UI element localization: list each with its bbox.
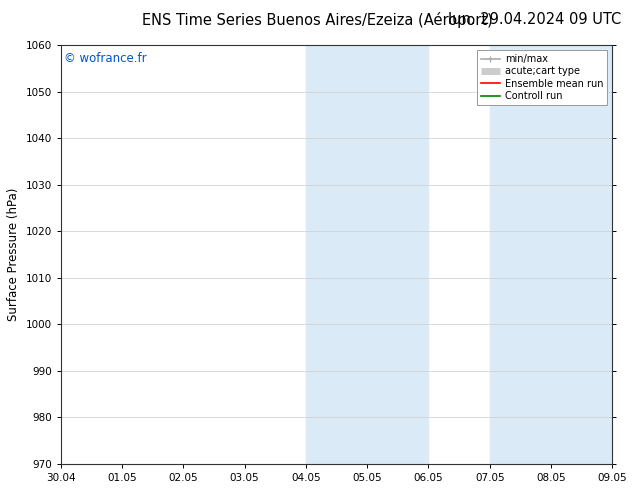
Y-axis label: Surface Pressure (hPa): Surface Pressure (hPa): [7, 188, 20, 321]
Text: lun. 29.04.2024 09 UTC: lun. 29.04.2024 09 UTC: [448, 12, 621, 27]
Text: © wofrance.fr: © wofrance.fr: [63, 51, 146, 65]
Text: ENS Time Series Buenos Aires/Ezeiza (Aéroport): ENS Time Series Buenos Aires/Ezeiza (Aér…: [141, 12, 493, 28]
Bar: [306, 45, 429, 464]
Bar: [489, 45, 612, 464]
Legend: min/max, acute;cart type, Ensemble mean run, Controll run: min/max, acute;cart type, Ensemble mean …: [477, 50, 607, 105]
